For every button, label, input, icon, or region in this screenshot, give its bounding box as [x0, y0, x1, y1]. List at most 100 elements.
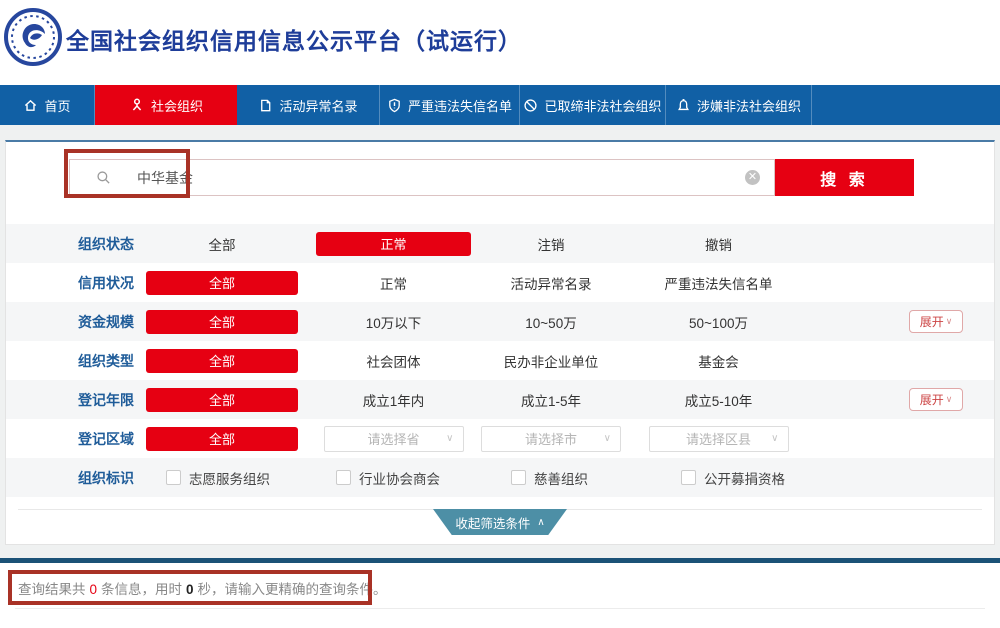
checkbox-label: 行业协会商会 [359, 471, 440, 487]
checkbox-icon [166, 470, 181, 485]
filter-row-registration-region: 登记区域 全部 请选择省 ∨ 请选择市 ∨ 请选择区县 ∨ [6, 419, 994, 458]
expand-label: 展开 [919, 315, 944, 329]
filter-option-selected[interactable]: 全部 [146, 309, 298, 334]
tab-suspected-illegal-organizations[interactable]: 涉嫌非法社会组织 [666, 85, 812, 125]
expand-button[interactable]: 展开 ∨ [909, 310, 963, 333]
filter-option[interactable]: 50~100万 [689, 315, 748, 331]
province-select[interactable]: 请选择省 ∨ [323, 425, 464, 452]
tab-social-organizations[interactable]: 社会组织 [95, 85, 237, 125]
filter-row-fund-scale: 资金规模 全部 10万以下 10~50万 50~100万 展开 ∨ [6, 302, 994, 341]
chevron-up-icon: ∧ [537, 516, 545, 528]
alarm-bell-icon [678, 98, 689, 110]
expand-button[interactable]: 展开 ∨ [909, 388, 963, 411]
home-icon [25, 99, 37, 111]
search-field[interactable]: ✕ [69, 159, 775, 196]
footer-divider [15, 608, 985, 609]
checkbox-icon [511, 470, 526, 485]
checkbox-industry-association[interactable]: 行业协会商会 [336, 458, 440, 497]
select-placeholder: 请选择市 [524, 432, 577, 447]
warning-shield-icon [389, 98, 400, 112]
select-placeholder: 请选择省 [367, 432, 420, 447]
result-seconds: 0 [186, 582, 194, 597]
collapse-label: 收起筛选条件 [455, 516, 531, 531]
filter-row-organization-tags: 组织标识 志愿服务组织 行业协会商会 慈善组织 公开募捐资格 [6, 458, 994, 497]
checkbox-charity-organization[interactable]: 慈善组织 [511, 458, 588, 497]
filter-label: 组织标识 [78, 469, 134, 486]
nav-filler [812, 85, 1000, 125]
filter-option-selected[interactable]: 全部 [146, 387, 298, 412]
filter-option[interactable]: 民办非企业单位 [503, 354, 599, 370]
clear-search-icon[interactable]: ✕ [745, 170, 760, 185]
filter-option[interactable]: 成立1-5年 [520, 393, 581, 409]
checkbox-label: 公开募捐资格 [704, 471, 785, 487]
filter-option[interactable]: 成立1年内 [362, 393, 425, 409]
filter-option[interactable]: 严重违法失信名单 [664, 276, 773, 292]
filter-label: 登记区域 [78, 430, 134, 447]
filter-row-organization-type: 组织类型 全部 社会团体 民办非企业单位 基金会 [6, 341, 994, 380]
result-summary: 查询结果共 0 条信息，用时 0 秒，请输入更精确的查询条件。 [18, 578, 387, 598]
search-filter-panel: ✕ 搜 索 组织状态 全部 正常 注销 撤销 信用状况 全部 正常 活动异常名录… [5, 140, 995, 545]
filter-label: 登记年限 [78, 391, 134, 408]
checkbox-volunteer-service[interactable]: 志愿服务组织 [166, 458, 270, 497]
document-icon [261, 99, 271, 111]
checkbox-icon [681, 470, 696, 485]
filter-label: 信用状况 [78, 274, 134, 291]
search-button[interactable]: 搜 索 [775, 159, 914, 196]
prohibition-icon [524, 98, 538, 112]
result-count: 0 [89, 582, 98, 597]
tab-home[interactable]: 首页 [0, 85, 95, 125]
tab-label: 社会组织 [150, 98, 203, 114]
filter-option[interactable]: 社会团体 [366, 354, 421, 370]
filter-option[interactable]: 正常 [380, 276, 407, 292]
tab-banned-illegal-organizations[interactable]: 已取缔非法社会组织 [520, 85, 666, 125]
tab-label: 涉嫌非法社会组织 [696, 98, 801, 114]
filter-option[interactable]: 基金会 [698, 354, 739, 370]
filter-option[interactable]: 全部 [208, 237, 236, 253]
checkbox-public-fundraising[interactable]: 公开募捐资格 [681, 458, 785, 497]
city-select[interactable]: 请选择市 ∨ [481, 425, 621, 452]
tab-abnormal-activity-list[interactable]: 活动异常名录 [237, 85, 380, 125]
filter-option[interactable]: 10~50万 [525, 315, 577, 331]
filter-label: 组织类型 [78, 352, 134, 369]
chevron-down-icon: ∨ [446, 433, 454, 444]
result-middle: 条信息，用时 [101, 582, 183, 597]
district-select[interactable]: 请选择区县 ∨ [648, 425, 789, 452]
organization-icon [132, 98, 142, 111]
filter-option[interactable]: 注销 [537, 237, 565, 253]
filter-row-registration-years: 登记年限 全部 成立1年内 成立1-5年 成立5-10年 展开 ∨ [6, 380, 994, 419]
filter-option[interactable]: 10万以下 [365, 315, 422, 331]
results-footer: 查询结果共 0 条信息，用时 0 秒，请输入更精确的查询条件。 [0, 563, 1000, 628]
tab-label: 已取缔非法社会组织 [544, 98, 662, 114]
expand-label: 展开 [919, 393, 944, 407]
header: 全国社会组织信用信息公示平台（试运行） [0, 0, 1000, 85]
collapse-filters-button[interactable]: 收起筛选条件 ∧ [433, 509, 567, 535]
tab-label: 严重违法失信名单 [407, 98, 512, 114]
main-nav: 首页 社会组织 活动异常名录 严重违法失信名单 已取缔非法社会组织 涉嫌非法社会… [0, 85, 1000, 125]
platform-logo-icon [4, 8, 62, 66]
filter-label: 组织状态 [78, 235, 134, 252]
section-divider-bar [0, 558, 1000, 563]
tab-serious-violation-list[interactable]: 严重违法失信名单 [380, 85, 520, 125]
filter-rows: 组织状态 全部 正常 注销 撤销 信用状况 全部 正常 活动异常名录 严重违法失… [6, 224, 994, 497]
checkbox-label: 慈善组织 [534, 471, 588, 487]
page-title: 全国社会组织信用信息公示平台（试运行） [66, 28, 522, 54]
filter-option[interactable]: 活动异常名录 [510, 276, 592, 292]
filter-option[interactable]: 撤销 [705, 237, 732, 253]
filter-label: 资金规模 [78, 313, 134, 330]
filter-row-credit-status: 信用状况 全部 正常 活动异常名录 严重违法失信名单 [6, 263, 994, 302]
filter-option-selected[interactable]: 正常 [316, 231, 471, 256]
search-icon [97, 171, 110, 184]
filter-option-selected[interactable]: 全部 [146, 348, 298, 373]
chevron-down-icon: ∨ [603, 433, 611, 444]
filter-row-organization-status: 组织状态 全部 正常 注销 撤销 [6, 224, 994, 263]
filter-option-selected[interactable]: 全部 [146, 426, 298, 451]
chevron-down-icon: ∨ [945, 394, 953, 404]
filter-option[interactable]: 成立5-10年 [684, 393, 753, 409]
tab-label: 首页 [44, 98, 71, 114]
checkbox-label: 志愿服务组织 [189, 471, 270, 487]
chevron-down-icon: ∨ [945, 316, 953, 326]
filter-option-selected[interactable]: 全部 [146, 270, 298, 295]
select-placeholder: 请选择区县 [685, 432, 751, 447]
search-input[interactable] [135, 168, 745, 187]
